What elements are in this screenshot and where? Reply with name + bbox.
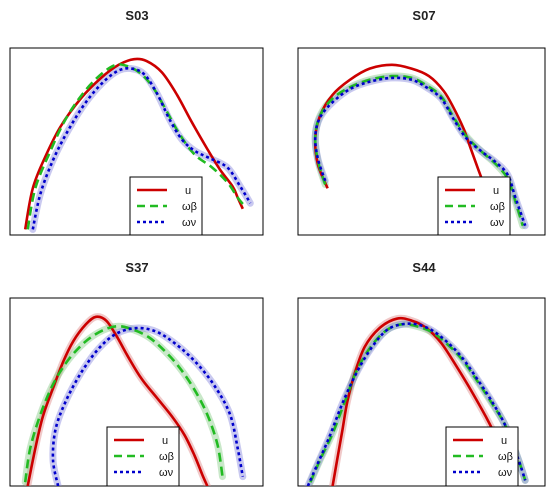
plot-frame: [297, 47, 546, 236]
series-line-wv: [31, 66, 252, 230]
curves: [311, 63, 529, 235]
curves: [23, 57, 254, 233]
panel-title: S44: [412, 260, 436, 275]
panel-s37: S37 u ωβ ων: [9, 260, 264, 487]
legend: u ωβ ων: [129, 176, 203, 236]
panel-title: S07: [412, 8, 435, 23]
legend: u ωβ ων: [437, 176, 511, 236]
panel-s03: S03 u ωβ ων: [9, 8, 264, 236]
legend-label-wb: ωβ: [498, 451, 513, 463]
legend-label-u: u: [185, 185, 191, 197]
series-line-u: [331, 316, 515, 486]
legend-label-wv: ων: [159, 467, 174, 479]
legend: u ωβ ων: [106, 426, 180, 487]
legend-label-u: u: [162, 435, 168, 447]
legend-label-u: u: [493, 185, 499, 197]
plot-frame: [297, 297, 546, 487]
series-line-wv: [51, 326, 245, 486]
legend: u ωβ ων: [445, 426, 519, 487]
legend-label-wb: ωβ: [182, 201, 197, 213]
legend-label-wb: ωβ: [159, 451, 174, 463]
legend-label-wb: ωβ: [490, 201, 505, 213]
curves: [21, 313, 247, 486]
curves: [304, 314, 529, 486]
legend-label-wv: ων: [498, 467, 513, 479]
series-line-wv: [306, 322, 527, 486]
legend-label-wv: ων: [490, 217, 505, 229]
series-line-u: [23, 57, 244, 230]
series-line-u: [313, 63, 500, 235]
legend-label-u: u: [501, 435, 507, 447]
series-line-wb: [309, 322, 527, 483]
series-line-wb: [313, 74, 525, 227]
series-line-wb: [23, 324, 224, 483]
panel-s44: S44 u ωβ ων: [297, 260, 546, 487]
legend-label-wv: ων: [182, 217, 197, 229]
panel-title: S37: [125, 260, 148, 275]
panel-s07: S07 u ωβ ων: [297, 8, 546, 236]
panel-title: S03: [125, 8, 148, 23]
